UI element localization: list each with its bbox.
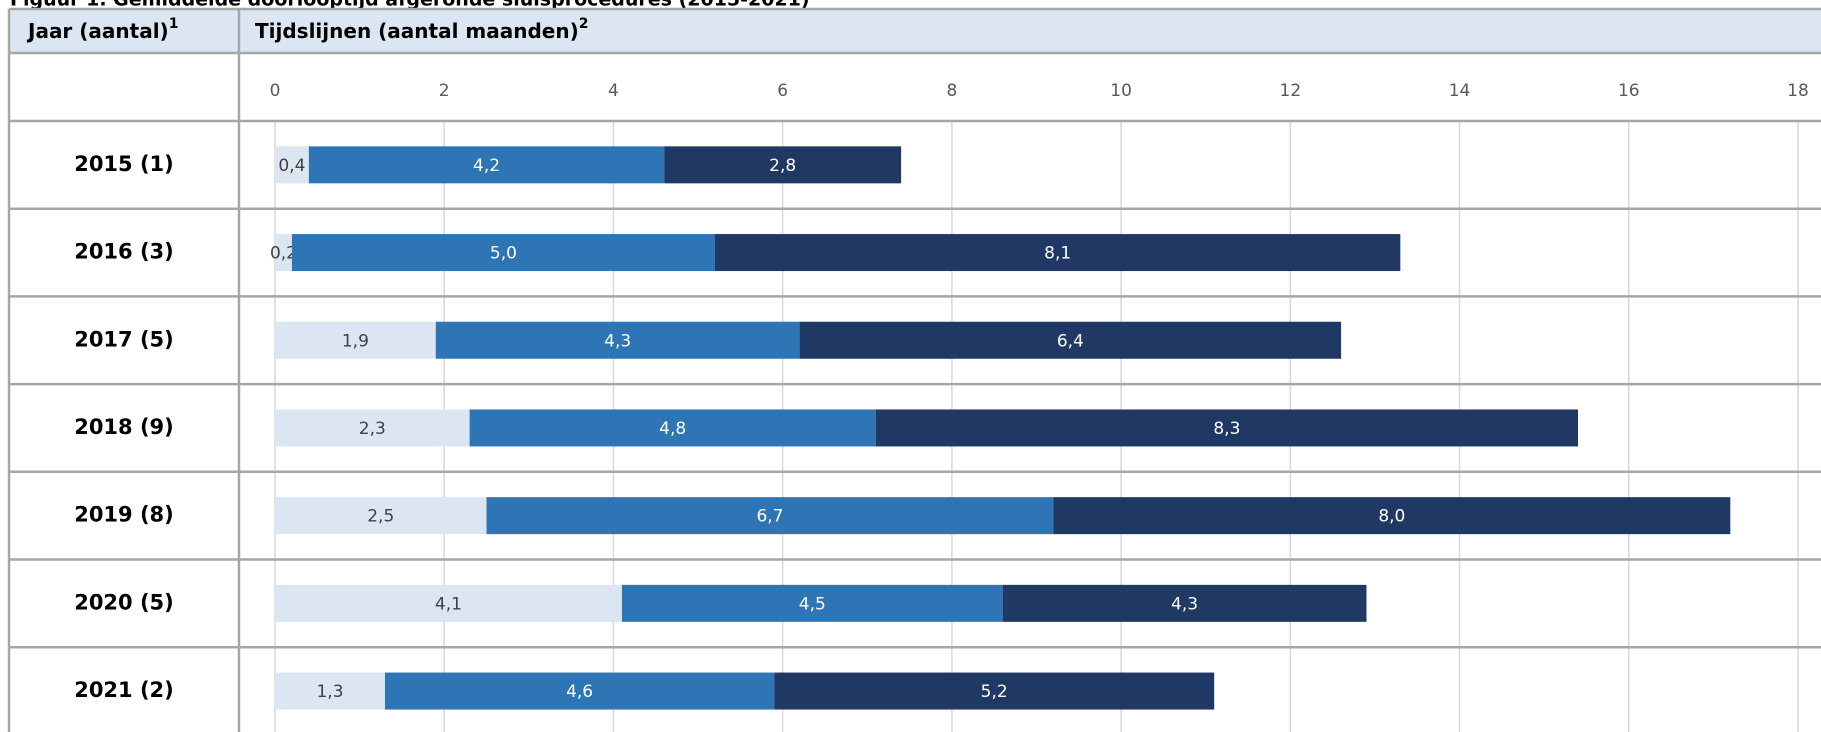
bar-segment <box>275 146 309 184</box>
bar-segment <box>308 146 665 184</box>
bars: 2015 (1) 0,4 4,2 2,8 2016 (3) 0,2 5,0 8,1 2017 (… <box>74 146 1731 710</box>
y-tick-label: 2021 (2) <box>74 678 174 702</box>
bar-segment <box>469 409 876 447</box>
bar-segment <box>275 409 470 447</box>
bar-segment <box>275 321 436 359</box>
x-tick-label: 16 <box>1618 81 1640 101</box>
x-tick-label: 8 <box>946 81 957 101</box>
value-label: 0,2 <box>270 244 297 264</box>
value-label: 4,1 <box>435 594 462 614</box>
x-tick-label: 18 <box>1787 81 1809 101</box>
x-tick-label: 6 <box>777 81 788 101</box>
bar-segment <box>275 234 292 272</box>
y-tick-label: 2019 (8) <box>74 503 174 527</box>
bar-segment <box>435 321 800 359</box>
y-tick-label: 2018 (9) <box>74 415 174 439</box>
footnote-marker: 2 <box>579 16 589 32</box>
bar-segment <box>486 497 1054 535</box>
frame <box>7 7 1821 732</box>
axis-header: Tijdslijnen (aantal maanden)2 <box>255 16 588 43</box>
axis-header-text: Tijdslijnen (aantal maanden) <box>255 19 579 43</box>
value-label: 8,0 <box>1378 507 1405 527</box>
value-label: 4,6 <box>566 682 593 702</box>
bar-segment <box>275 672 385 710</box>
bar-segment <box>664 146 902 184</box>
value-label: 4,2 <box>473 156 500 176</box>
value-label: 4,3 <box>1171 594 1198 614</box>
chart-title: Figuur 1. Gemiddelde doorlooptijd afgero… <box>10 0 810 11</box>
value-label: 5,2 <box>981 682 1008 702</box>
value-label: 2,8 <box>769 156 796 176</box>
header-band <box>9 9 1821 53</box>
row-header-text: Jaar (aantal) <box>26 19 169 43</box>
x-tick-label: 0 <box>270 81 281 101</box>
value-label: 6,4 <box>1057 331 1084 351</box>
value-label: 2,5 <box>367 507 394 527</box>
value-label: 0,4 <box>278 156 305 176</box>
bar-segment <box>1002 584 1367 622</box>
value-label: 8,3 <box>1213 419 1240 439</box>
row-header: Jaar (aantal)1 <box>26 16 178 43</box>
x-tick-label: 4 <box>608 81 619 101</box>
bar-segment <box>875 409 1579 447</box>
bar-segment <box>621 584 1003 622</box>
y-tick-label: 2020 (5) <box>74 590 174 614</box>
bar-segment <box>291 234 715 272</box>
bar-segment <box>275 497 487 535</box>
bar-segment <box>799 321 1342 359</box>
y-tick-label: 2015 (1) <box>74 152 174 176</box>
bar-segment <box>384 672 775 710</box>
value-label: 4,8 <box>659 419 686 439</box>
value-label: 4,5 <box>799 594 826 614</box>
value-label: 5,0 <box>490 244 517 264</box>
value-label: 2,3 <box>359 419 386 439</box>
value-label: 6,7 <box>756 507 783 527</box>
value-label: 1,3 <box>316 682 343 702</box>
bar-segment <box>275 584 622 622</box>
x-tick-label: 14 <box>1449 81 1471 101</box>
footnote-marker: 1 <box>169 16 179 32</box>
x-tick-label: 2 <box>439 81 450 101</box>
bar-segment <box>1053 497 1731 535</box>
bar-segment <box>774 672 1215 710</box>
y-tick-label: 2017 (5) <box>74 327 174 351</box>
y-tick-label: 2016 (3) <box>74 240 174 264</box>
x-tick-label: 12 <box>1280 81 1302 101</box>
value-label: 8,1 <box>1044 244 1071 264</box>
value-label: 1,9 <box>342 331 369 351</box>
x-tick-label: 10 <box>1110 81 1132 101</box>
value-label: 4,3 <box>604 331 631 351</box>
bar-segment <box>714 234 1401 272</box>
